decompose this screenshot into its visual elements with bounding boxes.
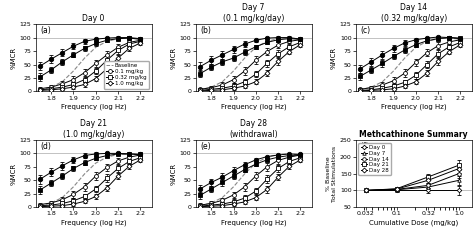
Text: (b): (b)	[200, 26, 211, 35]
Text: (d): (d)	[40, 142, 51, 151]
Title: Methcathinone Summary: Methcathinone Summary	[359, 130, 468, 139]
Y-axis label: %MCR: %MCR	[11, 162, 17, 185]
Title: Day 28
(withdrawal): Day 28 (withdrawal)	[229, 119, 278, 139]
Legend: Baseline, 0.1 mg/kg, 0.32 mg/kg, 1.0 mg/kg: Baseline, 0.1 mg/kg, 0.32 mg/kg, 1.0 mg/…	[104, 61, 149, 89]
Y-axis label: %MCR: %MCR	[171, 47, 177, 69]
Title: Day 0: Day 0	[82, 14, 105, 23]
Text: (e): (e)	[200, 142, 211, 151]
Title: Day 21
(1.0 mg/kg/day): Day 21 (1.0 mg/kg/day)	[63, 119, 124, 139]
Legend: Day 0, Day 7, Day 14, Day 21, Day 28: Day 0, Day 7, Day 14, Day 21, Day 28	[358, 143, 391, 175]
X-axis label: Frequency (log Hz): Frequency (log Hz)	[61, 219, 127, 226]
Text: (f): (f)	[360, 142, 369, 151]
X-axis label: Frequency (log Hz): Frequency (log Hz)	[221, 219, 286, 226]
Text: (c): (c)	[360, 26, 370, 35]
Y-axis label: %MCR: %MCR	[331, 47, 337, 69]
Y-axis label: %MCR: %MCR	[11, 47, 17, 69]
Title: Day 14
(0.32 mg/kg/day): Day 14 (0.32 mg/kg/day)	[381, 3, 447, 23]
X-axis label: Cumulative Dose (mg/kg): Cumulative Dose (mg/kg)	[369, 219, 458, 226]
X-axis label: Frequency (log Hz): Frequency (log Hz)	[221, 103, 286, 110]
Y-axis label: % Baseline
Total Stimulations: % Baseline Total Stimulations	[326, 146, 337, 202]
Title: Day 7
(0.1 mg/kg/day): Day 7 (0.1 mg/kg/day)	[223, 3, 284, 23]
Text: (a): (a)	[40, 26, 51, 35]
Y-axis label: %MCR: %MCR	[171, 162, 177, 185]
X-axis label: Frequency (log Hz): Frequency (log Hz)	[381, 103, 447, 110]
X-axis label: Frequency (log Hz): Frequency (log Hz)	[61, 103, 127, 110]
